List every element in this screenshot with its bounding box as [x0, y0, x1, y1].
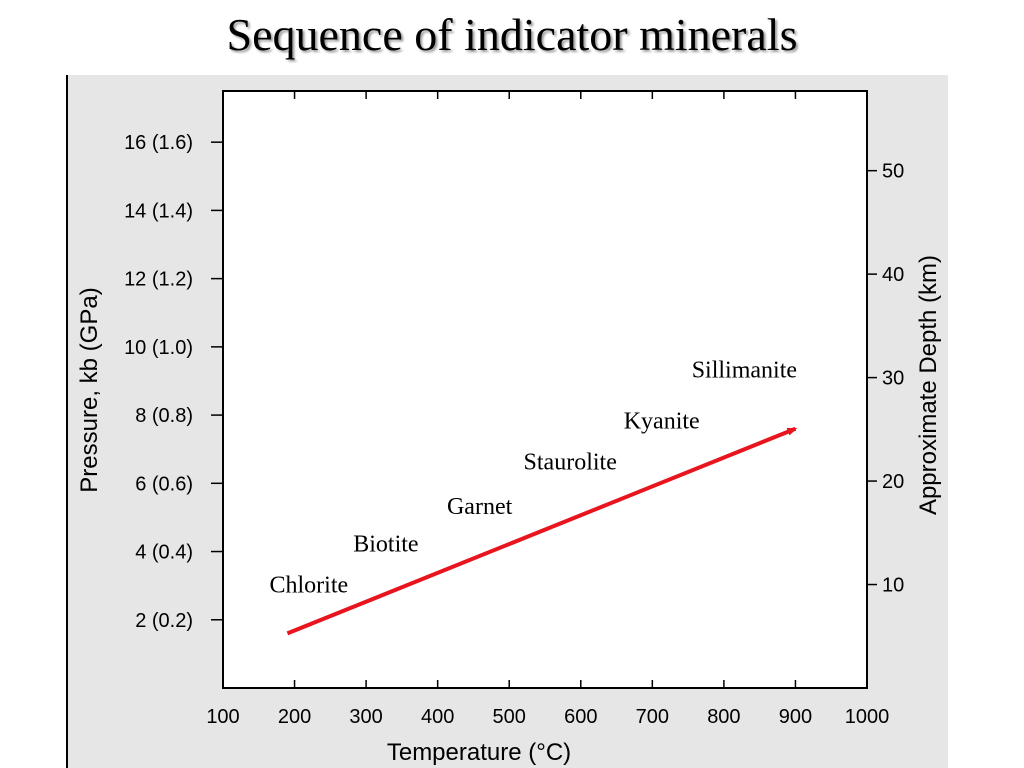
mineral-label: Staurolite	[524, 450, 617, 476]
y-tick-label: 14 (1.4)	[124, 200, 193, 222]
y-axis-label: Pressure, kb (GPa)	[76, 287, 103, 492]
slide-title: Sequence of indicator minerals	[226, 9, 798, 60]
mineral-label: Chlorite	[270, 572, 349, 598]
y-tick-label: 8 (0.8)	[135, 405, 193, 427]
y-tick-label: 2 (0.2)	[135, 610, 193, 632]
y2-tick-label: 10	[882, 575, 904, 597]
y2-axis-ticks: 10 20 30 40 50	[867, 161, 904, 597]
y2-tick-label: 20	[882, 471, 904, 493]
pt-diagram-chart: 100 200 300 400 500 600 700 800 900 1000 2 (0.2) 4…	[76, 90, 942, 766]
x-tick-label: 400	[421, 706, 454, 728]
y2-tick-label: 30	[882, 368, 904, 390]
y-tick-label: 10 (1.0)	[124, 337, 193, 359]
x-tick-label: 100	[206, 706, 239, 728]
x-tick-label: 600	[564, 706, 597, 728]
x-tick-label: 700	[636, 706, 669, 728]
y-tick-label: 6 (0.6)	[135, 473, 193, 495]
x-tick-label: 300	[349, 706, 382, 728]
x-tick-label: 200	[278, 706, 311, 728]
mineral-label: Garnet	[447, 494, 513, 520]
x-tick-label: 500	[493, 706, 526, 728]
metamorphic-trend-arrow	[286, 426, 798, 636]
mineral-label: Sillimanite	[692, 358, 797, 384]
y-tick-label: 16 (1.6)	[124, 132, 193, 154]
y2-tick-label: 40	[882, 264, 904, 286]
x-axis-label: Temperature (°C)	[387, 739, 571, 766]
y-tick-label: 12 (1.2)	[124, 269, 193, 291]
x-tick-label: 800	[707, 706, 740, 728]
y-tick-label: 4 (0.4)	[135, 542, 193, 564]
figure-panel: 100 200 300 400 500 600 700 800 900 1000 2 (0.2) 4…	[66, 75, 948, 768]
x-tick-label: 900	[779, 706, 812, 728]
plot-area	[222, 90, 868, 689]
x-axis-ticks: 100 200 300 400 500 600 700 800 900 1000	[206, 91, 889, 728]
x-tick-label: 1000	[845, 706, 890, 728]
y2-tick-label: 50	[882, 161, 904, 183]
y-axis-ticks: 2 (0.2) 4 (0.4) 6 (0.6) 8 (0.8) 10 (1.0) 12 (…	[124, 132, 223, 632]
mineral-label: Biotite	[353, 532, 418, 558]
y2-axis-label: Approximate Depth (km)	[915, 255, 942, 515]
mineral-label: Kyanite	[624, 409, 700, 435]
